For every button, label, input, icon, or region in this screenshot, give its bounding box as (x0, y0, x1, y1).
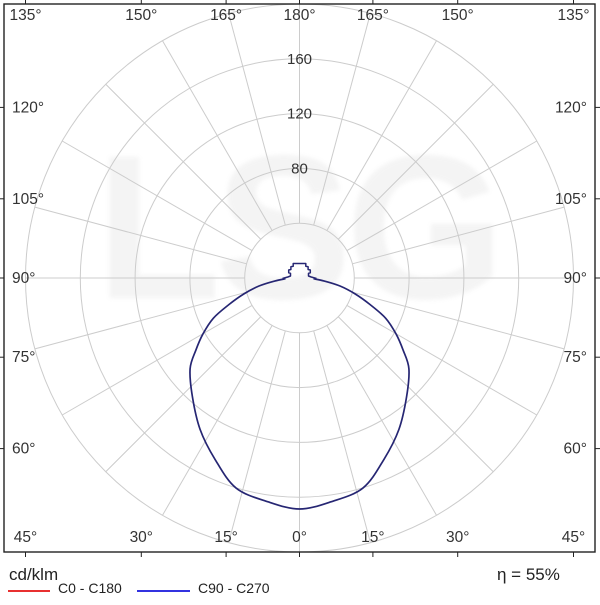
svg-text:105°: 105° (555, 191, 587, 208)
svg-text:80: 80 (291, 160, 308, 177)
svg-text:0°: 0° (292, 529, 307, 546)
svg-text:165°: 165° (357, 7, 389, 24)
svg-text:135°: 135° (9, 7, 41, 24)
svg-text:120°: 120° (12, 99, 44, 116)
svg-text:165°: 165° (210, 7, 242, 24)
svg-text:60°: 60° (564, 441, 587, 458)
svg-text:75°: 75° (12, 349, 35, 366)
svg-text:60°: 60° (12, 441, 35, 458)
svg-text:135°: 135° (557, 7, 589, 24)
svg-text:30°: 30° (446, 529, 469, 546)
svg-text:45°: 45° (14, 529, 37, 546)
svg-text:120: 120 (287, 106, 312, 123)
svg-text:160: 160 (287, 51, 312, 68)
svg-text:15°: 15° (361, 529, 384, 546)
svg-text:30°: 30° (130, 529, 153, 546)
svg-text:150°: 150° (442, 7, 474, 24)
svg-text:120°: 120° (555, 99, 587, 116)
svg-text:90°: 90° (12, 270, 35, 287)
svg-text:105°: 105° (12, 191, 44, 208)
svg-text:45°: 45° (562, 529, 585, 546)
svg-text:90°: 90° (564, 270, 587, 287)
svg-text:15°: 15° (214, 529, 237, 546)
svg-text:150°: 150° (125, 7, 157, 24)
svg-text:180°: 180° (283, 7, 315, 24)
svg-text:LSG: LSG (96, 113, 499, 342)
svg-text:75°: 75° (564, 349, 587, 366)
